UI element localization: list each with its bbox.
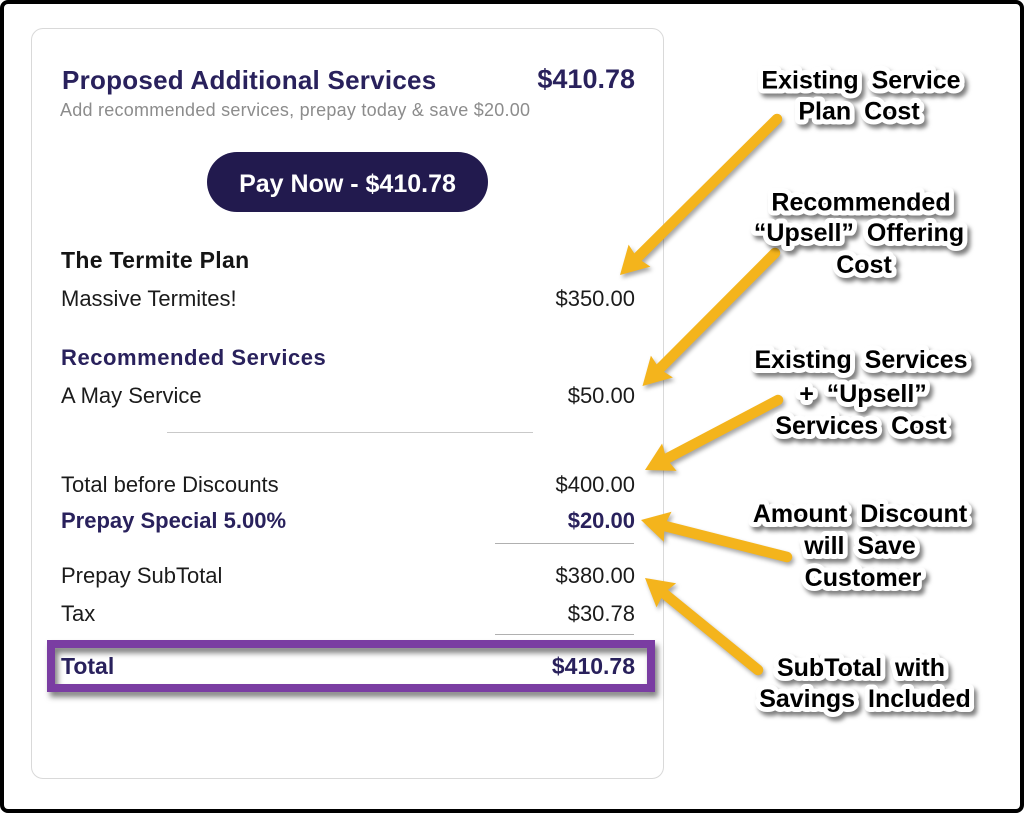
svg-text:SubTotal with: SubTotal with <box>777 654 945 682</box>
svg-text:Existing Service: Existing Service <box>761 67 960 95</box>
svg-text:Amount Discount: Amount Discount <box>753 500 968 528</box>
svg-text:Savings Included: Savings Included <box>759 685 971 713</box>
svg-text:Recommended: Recommended <box>771 189 950 217</box>
svg-text:Cost: Cost <box>836 251 892 279</box>
svg-text:+ “Upsell”: + “Upsell” <box>799 380 927 408</box>
svg-text:Existing Services: Existing Services <box>754 346 967 374</box>
svg-text:Plan Cost: Plan Cost <box>798 98 920 126</box>
svg-text:will Save: will Save <box>803 532 916 560</box>
svg-text:“Upsell” Offering: “Upsell” Offering <box>754 219 964 247</box>
svg-text:Services Cost: Services Cost <box>775 412 947 440</box>
svg-text:Customer: Customer <box>805 564 922 592</box>
